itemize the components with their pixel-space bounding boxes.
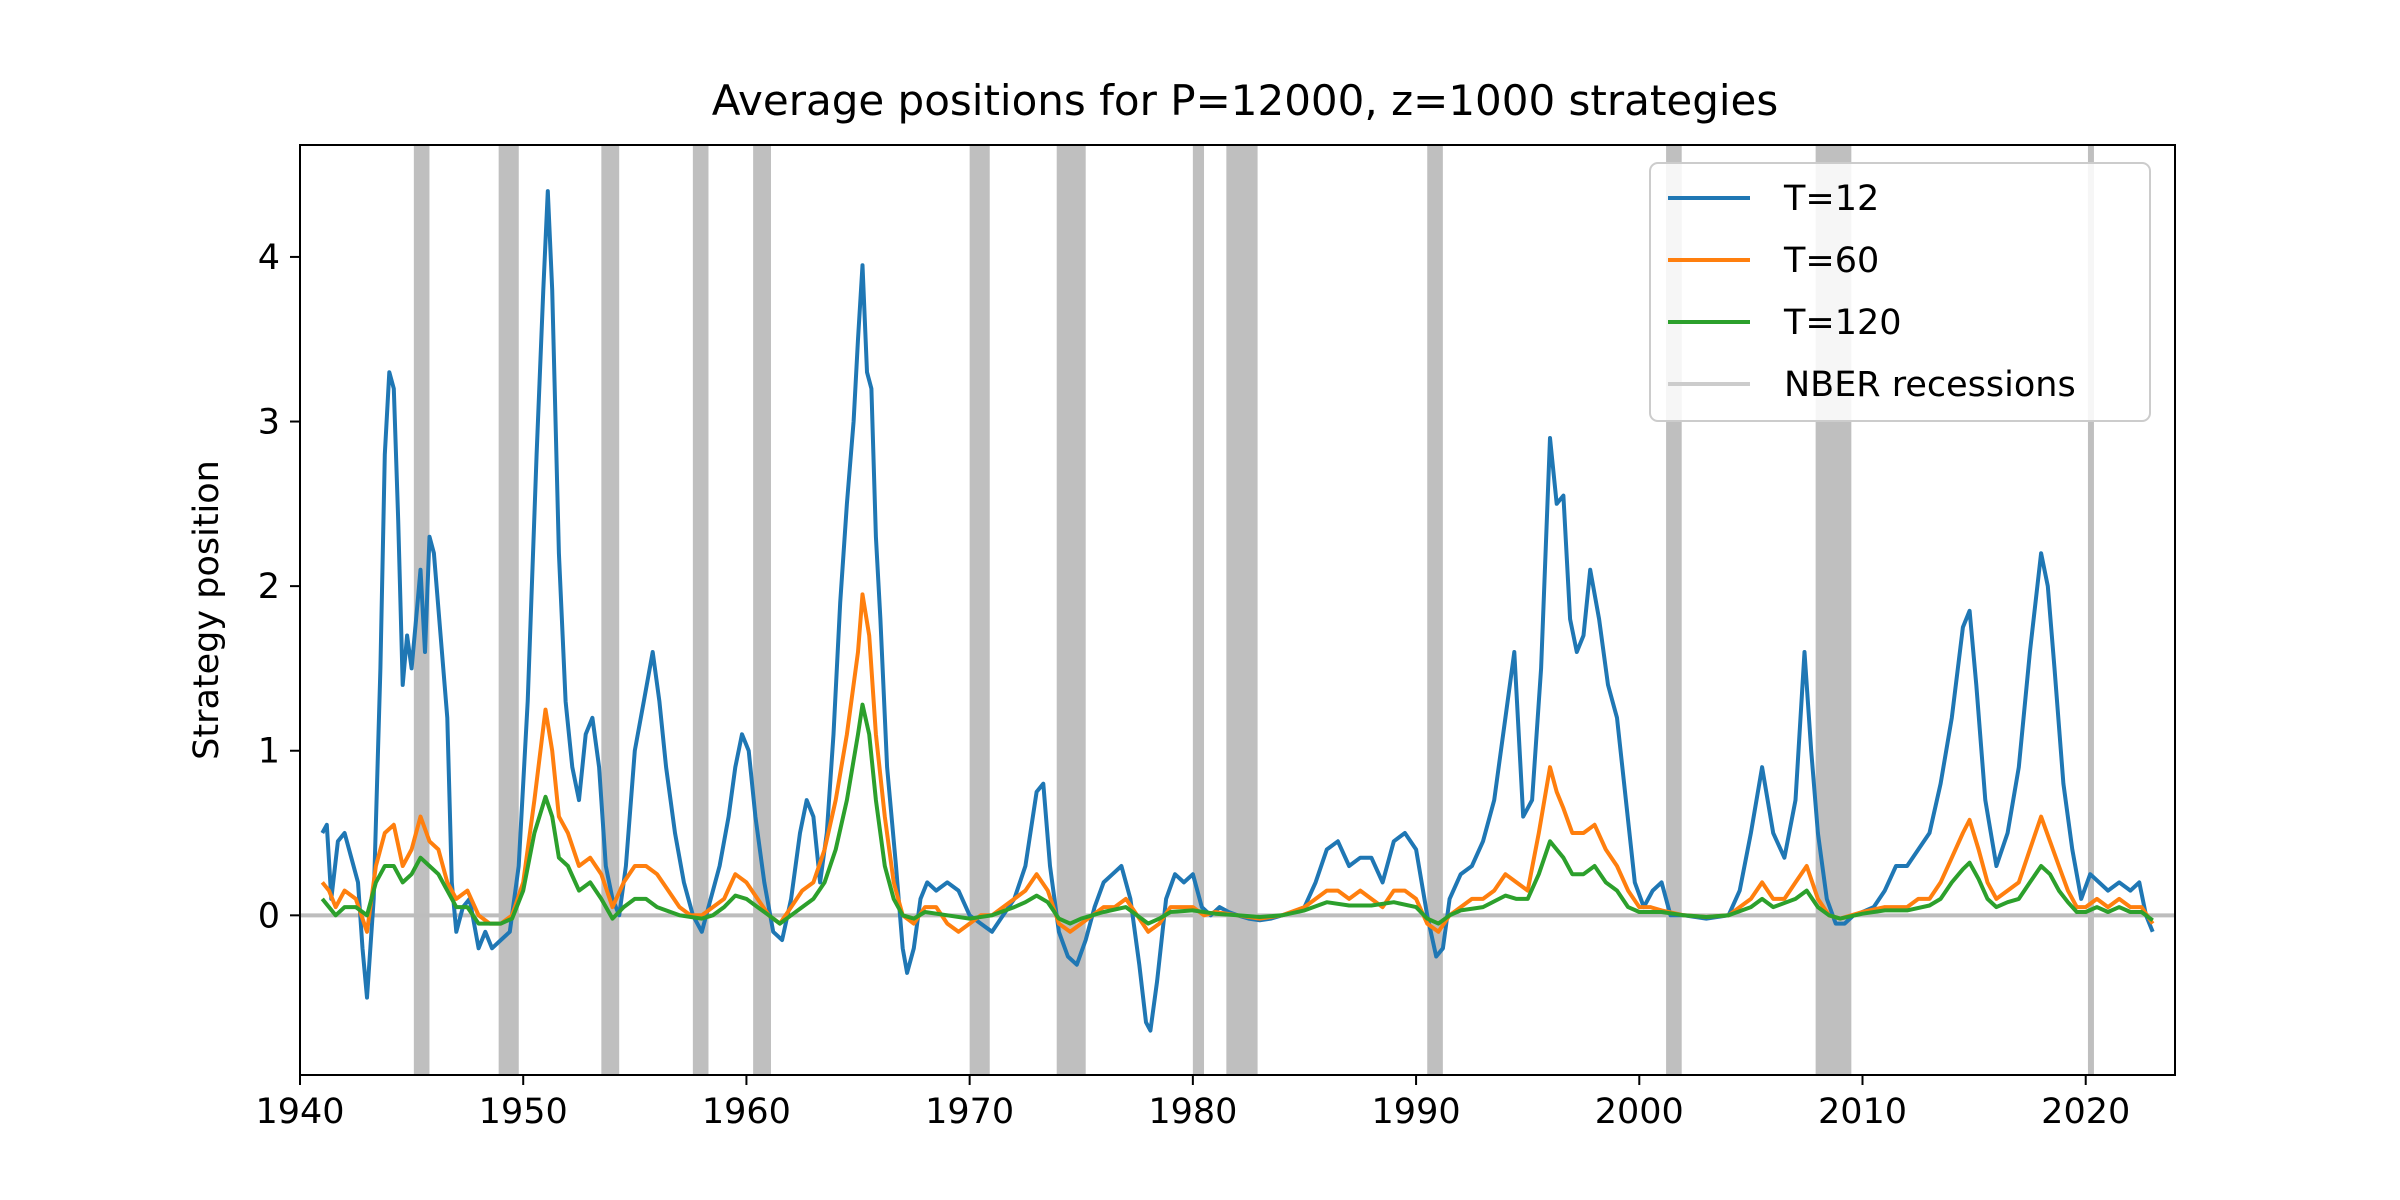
recession-band	[692, 145, 709, 1075]
x-tick-label: 1990	[1372, 1092, 1461, 1132]
y-axis-label: Strategy position	[187, 460, 227, 760]
y-tick-label: 0	[258, 896, 280, 936]
legend: T=12 T=60 T=120 NBER recessions	[1649, 162, 2151, 422]
x-tick-label: 1940	[255, 1092, 344, 1132]
chart-title: Average positions for P=12000, z=1000 st…	[712, 76, 1779, 125]
series-line-3	[320, 702, 2154, 926]
recession-band	[1226, 145, 1258, 1075]
x-tick-label: 1950	[479, 1092, 568, 1132]
y-axis: 0 1 2 3 4	[258, 238, 300, 936]
x-tick-label: 2000	[1595, 1092, 1684, 1132]
x-tick-label: 1960	[702, 1092, 791, 1132]
legend-label: T=60	[1783, 241, 1879, 281]
recession-band	[1427, 145, 1443, 1075]
x-tick-label: 2020	[2041, 1092, 2130, 1132]
recession-band	[2087, 145, 2094, 1075]
legend-label: T=120	[1783, 303, 1902, 343]
recession-band	[753, 145, 771, 1075]
recession-band	[969, 145, 990, 1075]
recession-band	[601, 145, 620, 1075]
recession-band	[1192, 145, 1205, 1075]
series-line-1	[320, 189, 2155, 1033]
y-tick-label: 3	[258, 403, 280, 443]
x-tick-label: 1980	[1148, 1092, 1237, 1132]
legend-label: NBER recessions	[1784, 365, 2076, 405]
y-tick-label: 2	[258, 567, 280, 607]
legend-box	[1649, 162, 2151, 422]
x-tick-label: 2010	[1818, 1092, 1907, 1132]
x-tick-label: 1970	[925, 1092, 1014, 1132]
y-tick-label: 4	[258, 238, 280, 278]
y-tick-label: 1	[258, 732, 280, 772]
recession-band	[498, 145, 519, 1075]
legend-label: T=12	[1783, 179, 1879, 219]
series-lines	[320, 189, 2155, 1033]
x-axis: 1940 1950 1960 1970 1980 1990 2000 2010 2020	[255, 1075, 2130, 1132]
plot-frame	[299, 144, 2176, 1076]
